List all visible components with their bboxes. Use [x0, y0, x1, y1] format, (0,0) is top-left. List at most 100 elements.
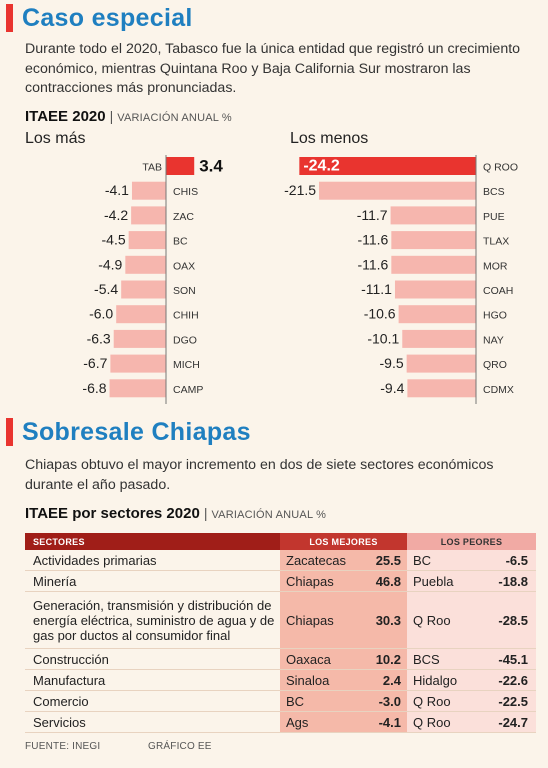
value-label: -10.6 [364, 306, 396, 322]
bar-charts: TAB 3.4 -4.1 CHIS -4.2 ZAC -4.5 BC -4.9 OAX -5.4 SO… [82, 155, 518, 404]
worst-state: Q Roo [407, 711, 479, 733]
sector-name: Minería [25, 570, 280, 592]
category-label: QRO [483, 359, 507, 371]
value-label: -24.2 [303, 158, 340, 175]
sector-name: Generación, transmisión y distribución d… [25, 591, 280, 649]
best-value: -4.1 [358, 711, 407, 733]
section-title: Sobresale Chiapas [22, 417, 251, 446]
bar [131, 181, 166, 200]
best-value: 46.8 [358, 570, 407, 592]
worst-state: BC [407, 550, 479, 571]
bar [398, 305, 476, 324]
worst-value: -22.5 [479, 690, 536, 712]
category-label: BCS [483, 186, 505, 198]
category-label: MOR [483, 260, 508, 272]
worst-state: Puebla [407, 570, 479, 592]
category-label: DGO [173, 334, 197, 346]
worst-state: Hidalgo [407, 669, 479, 691]
bar [391, 255, 476, 274]
header-worst: LOS PEORES [407, 533, 536, 550]
sector-name: Comercio [25, 690, 280, 712]
accent-bar [6, 418, 13, 446]
right-chart-title: Los menos [290, 130, 369, 147]
worst-state: Q Roo [407, 591, 479, 649]
header-best: LOS MEJORES [280, 533, 407, 550]
value-label: -11.6 [357, 256, 388, 272]
value-label: -4.9 [98, 256, 122, 272]
best-value: 2.4 [358, 669, 407, 691]
best-state: Oaxaca [280, 648, 358, 670]
category-label: CHIS [173, 186, 198, 198]
value-label: -4.2 [104, 207, 128, 223]
category-label: COAH [483, 285, 513, 297]
category-label: PUE [483, 211, 505, 223]
category-label: Q ROO [483, 162, 518, 174]
value-label: -11.6 [357, 232, 388, 248]
worst-state: Q Roo [407, 690, 479, 712]
bar [406, 354, 476, 373]
value-label: -6.8 [82, 380, 106, 396]
section-header-sobresale-chiapas: Sobresale Chiapas [6, 415, 251, 449]
best-state: Chiapas [280, 570, 358, 592]
bar [166, 157, 195, 175]
best-value: 30.3 [358, 591, 407, 649]
value-label: -21.5 [284, 182, 316, 198]
best-state: Sinaloa [280, 669, 358, 691]
best-value: 10.2 [358, 648, 407, 670]
table-row: Manufactura Sinaloa 2.4 Hidalgo -22.6 [25, 669, 536, 691]
bar [110, 354, 166, 373]
header-sectors: SECTORES [25, 533, 280, 550]
sectors-table: SECTORES LOS MEJORES LOS PEORES Activida… [25, 533, 536, 733]
bar [402, 329, 476, 348]
table-row: Construcción Oaxaca 10.2 BCS -45.1 [25, 648, 536, 670]
lead-paragraph: Chiapas obtuvo el mayor incremento en do… [25, 457, 494, 493]
bar [319, 181, 476, 200]
bar [131, 206, 166, 225]
chart-subheading: ITAEE 2020 | VARIACIÓN ANUAL % [25, 108, 232, 125]
best-value: 25.5 [358, 550, 407, 571]
value-label: 3.4 [199, 157, 223, 176]
accent-bar [6, 4, 13, 32]
left-chart-title: Los más [25, 130, 86, 147]
category-label: TAB [142, 162, 162, 174]
table-row: Generación, transmisión y distribución d… [25, 591, 536, 649]
bar [299, 157, 476, 175]
value-label: -11.7 [357, 207, 388, 223]
source-note: FUENTE: INEGI [25, 741, 101, 752]
value-label: -9.4 [380, 380, 404, 396]
category-label: CDMX [483, 384, 514, 396]
best-value: -3.0 [358, 690, 407, 712]
table-row: Servicios Ags -4.1 Q Roo -24.7 [25, 711, 536, 733]
bar [125, 255, 166, 274]
bar [390, 206, 476, 225]
bar [128, 231, 166, 250]
best-state: Ags [280, 711, 358, 733]
bar [391, 231, 476, 250]
bar [407, 379, 476, 398]
table-row: Comercio BC -3.0 Q Roo -22.5 [25, 690, 536, 712]
value-label: -9.5 [380, 355, 404, 371]
value-label: -6.0 [89, 306, 113, 322]
table-header-row: SECTORES LOS MEJORES LOS PEORES [25, 533, 536, 550]
value-label: -11.1 [361, 281, 392, 297]
table-row: Minería Chiapas 46.8 Puebla -18.8 [25, 570, 536, 592]
bar [116, 305, 166, 324]
worst-value: -24.7 [479, 711, 536, 733]
bar [121, 280, 166, 299]
table-row: Actividades primarias Zacatecas 25.5 BC … [25, 550, 536, 571]
worst-state: BCS [407, 648, 479, 670]
subheading-bold: ITAEE por sectores 2020 [25, 505, 200, 522]
worst-value: -18.8 [479, 570, 536, 592]
bar [113, 329, 166, 348]
subheading-separator: | [203, 505, 208, 521]
sector-name: Actividades primarias [25, 550, 280, 571]
subheading-bold: ITAEE 2020 [25, 108, 106, 125]
worst-value: -45.1 [479, 648, 536, 670]
table-subheading: ITAEE por sectores 2020 | VARIACIÓN ANUAL … [25, 505, 326, 522]
category-label: SON [173, 285, 196, 297]
section-header-caso-especial: Caso especial [6, 1, 193, 35]
category-label: TLAX [483, 236, 509, 248]
worst-value: -6.5 [479, 550, 536, 571]
category-label: CHIH [173, 310, 199, 322]
bar [109, 379, 166, 398]
